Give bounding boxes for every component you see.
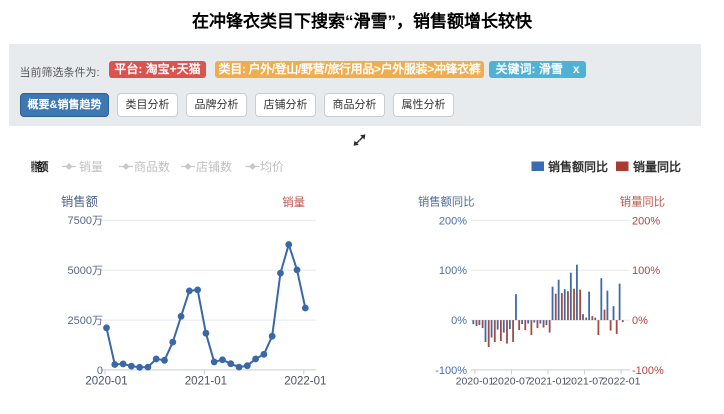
svg-text:2020-01: 2020-01 — [456, 376, 495, 388]
svg-text:100%: 100% — [439, 265, 467, 277]
svg-text:销售额: 销售额 — [61, 194, 98, 209]
svg-text:均价: 均价 — [260, 160, 284, 174]
svg-text:2021-01: 2021-01 — [529, 376, 568, 388]
svg-text:2021-01: 2021-01 — [185, 376, 227, 388]
svg-text:销售额同比: 销售额同比 — [548, 159, 608, 174]
svg-text:-100%: -100% — [435, 365, 467, 377]
svg-text:0: 0 — [97, 365, 103, 377]
svg-text:额: 额 — [37, 159, 49, 174]
svg-text:销量: 销量 — [79, 160, 103, 174]
svg-text:2022-01: 2022-01 — [284, 376, 326, 388]
svg-text:100%: 100% — [632, 265, 660, 277]
svg-text:销售: 销售 — [31, 159, 38, 174]
svg-text:销量: 销量 — [282, 195, 305, 209]
svg-text:销量同比: 销量同比 — [633, 159, 681, 174]
svg-text:0%: 0% — [632, 315, 648, 327]
svg-text:销售额同比: 销售额同比 — [418, 195, 475, 209]
svg-text:2021-07: 2021-07 — [565, 376, 604, 388]
svg-text:2020-07: 2020-07 — [492, 376, 531, 388]
svg-text:7500万: 7500万 — [68, 215, 103, 227]
svg-text:销量同比: 销量同比 — [620, 195, 665, 209]
svg-text:200%: 200% — [632, 215, 660, 227]
svg-text:2500万: 2500万 — [68, 315, 103, 327]
svg-text:5000万: 5000万 — [68, 265, 103, 277]
svg-text:200%: 200% — [439, 215, 467, 227]
svg-text:0%: 0% — [451, 315, 467, 327]
svg-text:2020-01: 2020-01 — [85, 376, 127, 388]
svg-text:店铺数: 店铺数 — [196, 159, 232, 174]
svg-text:-100%: -100% — [632, 365, 664, 377]
svg-text:2022-01: 2022-01 — [602, 376, 641, 388]
svg-text:商品数: 商品数 — [134, 159, 170, 174]
